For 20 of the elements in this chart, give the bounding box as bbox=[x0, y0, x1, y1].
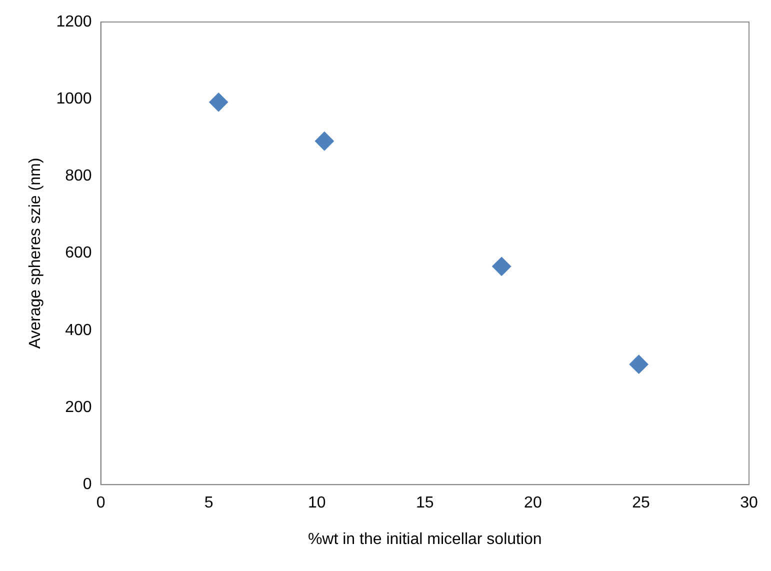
x-tick-label: 30 bbox=[740, 494, 758, 512]
point bbox=[314, 132, 334, 151]
x-tick-label: 20 bbox=[524, 494, 542, 512]
y-tick-label: 1000 bbox=[56, 90, 92, 108]
y-tick-label: 1200 bbox=[56, 13, 92, 30]
x-axis-title: %wt in the initial micellar solution bbox=[308, 530, 542, 548]
point bbox=[492, 256, 512, 276]
x-tick-label: 15 bbox=[416, 494, 434, 512]
point bbox=[209, 92, 228, 112]
y-tick-label: 200 bbox=[65, 398, 92, 416]
x-tick-label: 25 bbox=[632, 494, 650, 512]
x-tick-label: 5 bbox=[204, 494, 214, 512]
y-tick-label: 0 bbox=[82, 476, 92, 494]
y-tick-label: 400 bbox=[65, 322, 92, 339]
point bbox=[629, 354, 648, 374]
x-tick-label: 10 bbox=[308, 494, 326, 512]
y-axis-title: Average spheres szie (nm) bbox=[27, 158, 44, 349]
y-tick-label: 600 bbox=[65, 244, 92, 262]
x-tick-label: 0 bbox=[96, 494, 106, 512]
y-tick-label: 800 bbox=[65, 168, 92, 185]
